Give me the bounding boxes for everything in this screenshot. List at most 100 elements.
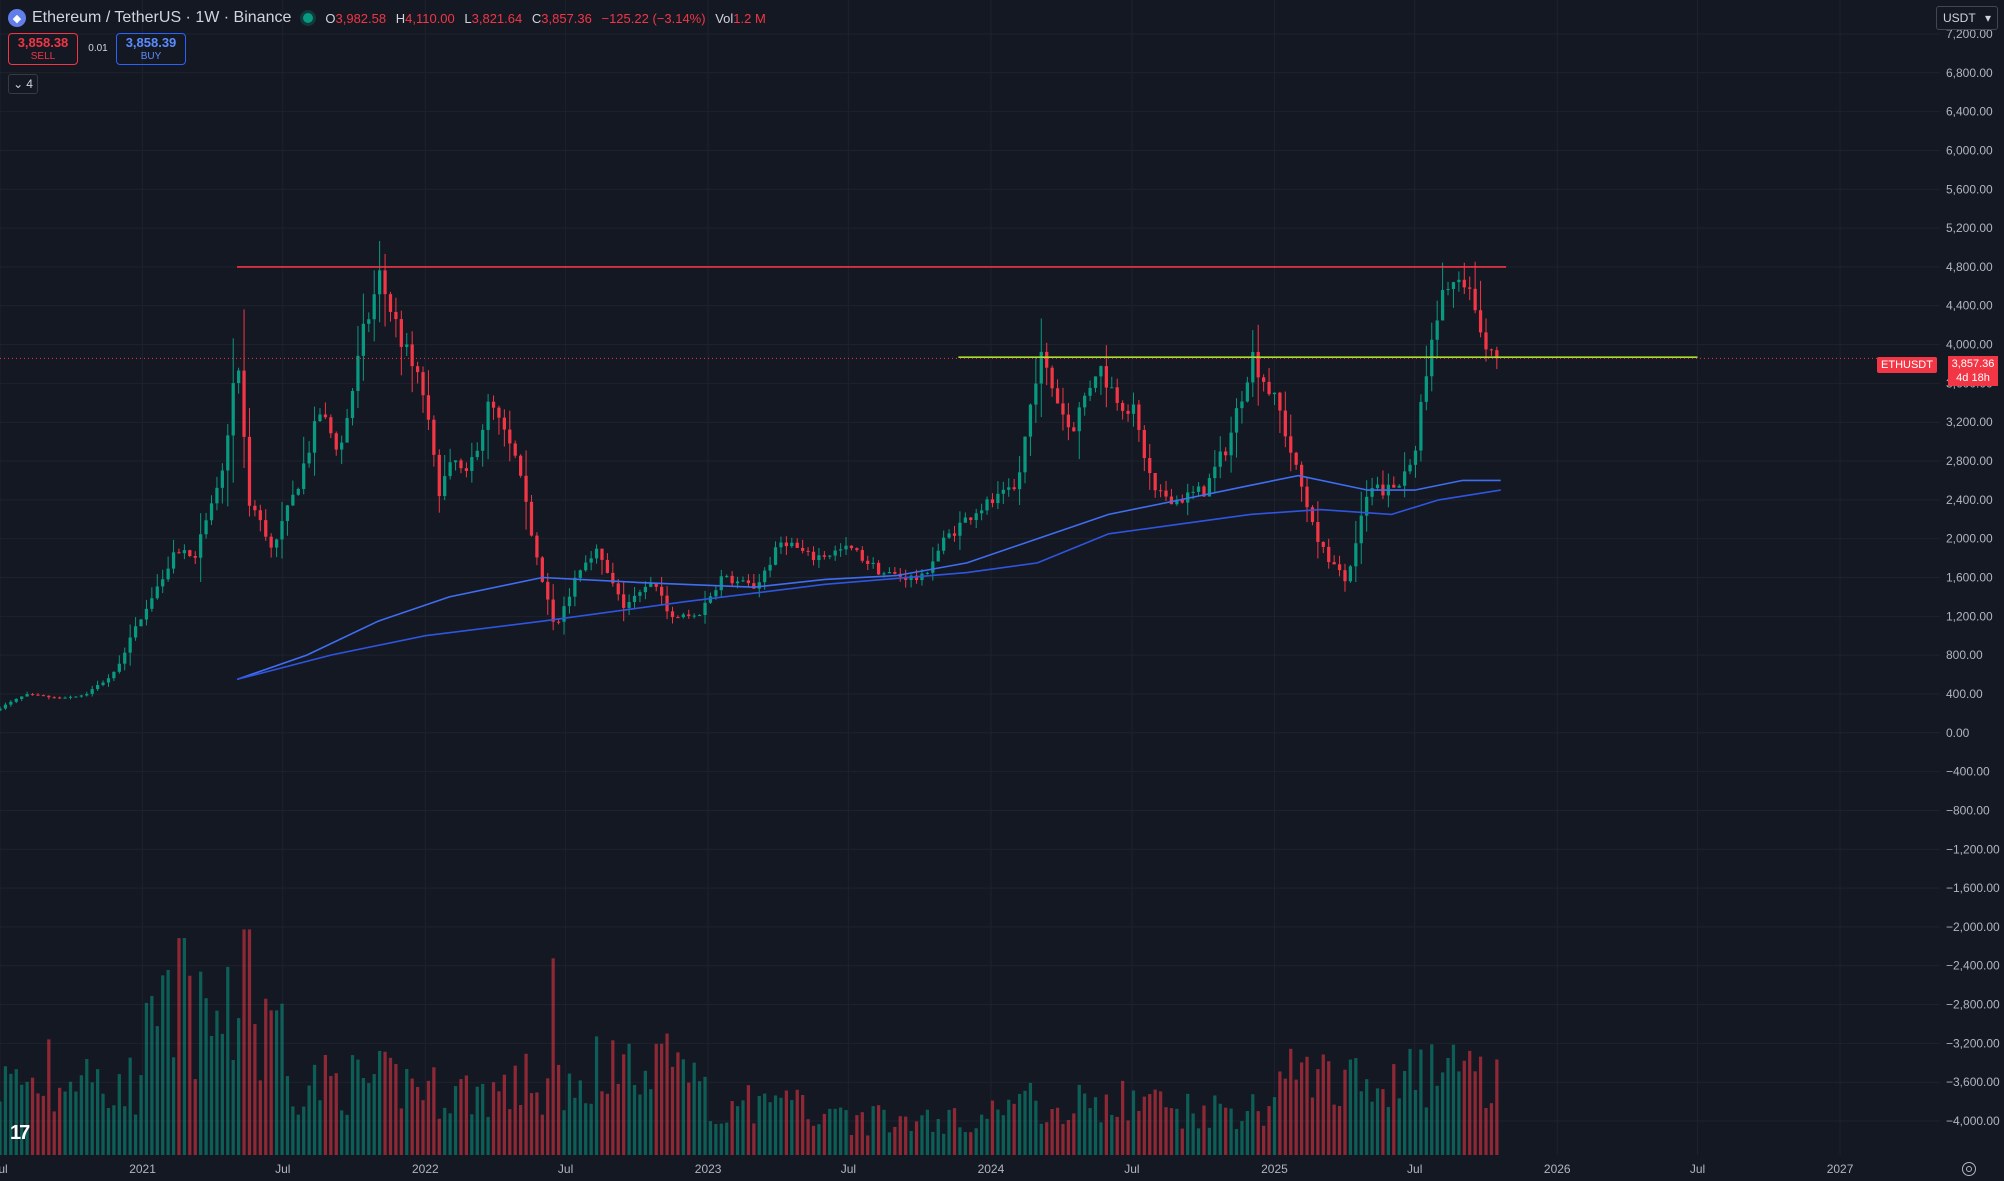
volume-bar xyxy=(876,1105,881,1155)
candle-body xyxy=(95,685,100,690)
candle-body xyxy=(990,499,995,504)
volume-bar xyxy=(432,1067,436,1155)
symbol-price-label: ETHUSDT xyxy=(1877,357,1937,373)
volume-bar xyxy=(632,1084,637,1155)
volume-bar xyxy=(1305,1056,1309,1155)
candle-body xyxy=(361,323,365,356)
candle-body xyxy=(481,429,485,451)
y-tick-label: −4,000.00 xyxy=(1946,1114,2000,1128)
candle-body xyxy=(866,560,870,564)
candle-body xyxy=(20,696,24,699)
chart-header: ◆ Ethereum / TetherUS · 1W · Binance O3,… xyxy=(8,6,772,30)
volume-bar xyxy=(361,1077,365,1155)
volume-bar xyxy=(779,1097,783,1155)
volume-bar xyxy=(1321,1054,1325,1155)
candle-body xyxy=(1310,507,1315,523)
currency-label: USDT xyxy=(1943,11,1976,25)
volume-bar xyxy=(1289,1048,1293,1155)
volume-bar xyxy=(697,1081,702,1155)
volume-bar xyxy=(1142,1096,1146,1155)
volume-bar xyxy=(1229,1108,1233,1155)
volume-bar xyxy=(345,1114,349,1155)
volume-bar xyxy=(1478,1056,1483,1155)
volume-bar xyxy=(226,966,230,1155)
volume-bar xyxy=(1180,1128,1184,1155)
volume-bar xyxy=(741,1100,745,1155)
indicators-toggle[interactable]: ⌄ 4 xyxy=(8,74,38,94)
volume-bar xyxy=(768,1102,772,1155)
candle-body xyxy=(725,575,729,577)
x-tick-label: 2025 xyxy=(1261,1162,1288,1176)
volume-bar xyxy=(388,1057,393,1155)
candle-body xyxy=(1175,499,1179,505)
candle-body xyxy=(649,583,653,587)
volume-bar xyxy=(600,1091,604,1155)
candle-body xyxy=(161,579,165,587)
sell-button[interactable]: 3,858.38 SELL xyxy=(8,33,78,65)
candle-body xyxy=(844,545,848,550)
volume-bar xyxy=(849,1135,854,1155)
volume-bar xyxy=(150,995,154,1155)
volume-bar xyxy=(1348,1059,1353,1155)
candle-body xyxy=(220,470,224,488)
volume-bar xyxy=(112,1105,116,1155)
volume-bar xyxy=(556,1064,561,1155)
tradingview-logo[interactable]: 17 xyxy=(10,1122,30,1144)
volume-bar xyxy=(1354,1058,1358,1155)
volume-bar xyxy=(730,1101,734,1155)
candle-body xyxy=(714,590,718,597)
volume-bar xyxy=(1093,1097,1098,1155)
volume-bar xyxy=(904,1116,908,1155)
candle-body xyxy=(171,552,176,569)
volume-bar xyxy=(1039,1123,1043,1155)
currency-select[interactable]: USDT ▾ xyxy=(1936,6,1998,30)
volume-bar xyxy=(947,1109,951,1155)
candle-body xyxy=(383,270,387,295)
candle-body xyxy=(3,704,8,709)
candle-body xyxy=(692,615,696,617)
candle-body xyxy=(779,542,783,548)
volume-bar xyxy=(199,971,203,1155)
volume-bar xyxy=(25,1081,29,1155)
settings-icon[interactable] xyxy=(1962,1162,1976,1176)
candle-body xyxy=(242,370,246,437)
candle-body xyxy=(1158,490,1163,492)
volume-bar xyxy=(242,929,246,1155)
volume-bar xyxy=(893,1126,897,1155)
candle-body xyxy=(1316,522,1320,542)
volume-bar xyxy=(128,1057,132,1155)
volume-bar xyxy=(1397,1098,1401,1155)
volume-bar xyxy=(887,1132,892,1155)
candle-body xyxy=(497,407,501,418)
y-tick-label: 7,200.00 xyxy=(1946,27,1993,41)
candle-body xyxy=(52,697,56,699)
volume-bar xyxy=(676,1052,680,1155)
candle-body xyxy=(1397,485,1401,488)
candle-body xyxy=(1278,392,1282,411)
volume-bar xyxy=(1408,1048,1412,1155)
volume-bar xyxy=(334,1073,338,1155)
volume-bar xyxy=(974,1128,978,1155)
volume-bar xyxy=(952,1108,957,1155)
volume-bar xyxy=(437,1118,441,1155)
candle-body xyxy=(969,517,973,521)
volume-bar xyxy=(1110,1114,1114,1155)
volume-bar xyxy=(1435,1085,1439,1155)
volume-bar xyxy=(1343,1069,1347,1155)
volume-bar xyxy=(670,1066,675,1155)
symbol-title[interactable]: Ethereum / TetherUS · 1W · Binance xyxy=(32,9,292,26)
y-tick-label: 5,600.00 xyxy=(1946,182,1993,196)
buy-button[interactable]: 3,858.39 BUY xyxy=(116,33,186,65)
volume-bar xyxy=(372,1074,376,1155)
candle-body xyxy=(817,555,821,561)
volume-bar xyxy=(942,1133,946,1155)
volume-bar xyxy=(757,1095,761,1155)
volume-bar xyxy=(855,1115,859,1155)
volume-bar xyxy=(654,1043,658,1155)
volume-bar xyxy=(811,1125,816,1155)
moving-average-fast-line xyxy=(236,474,1501,681)
volume-bar xyxy=(1099,1122,1103,1155)
volume-bar xyxy=(188,975,192,1155)
candle-body xyxy=(605,559,610,573)
